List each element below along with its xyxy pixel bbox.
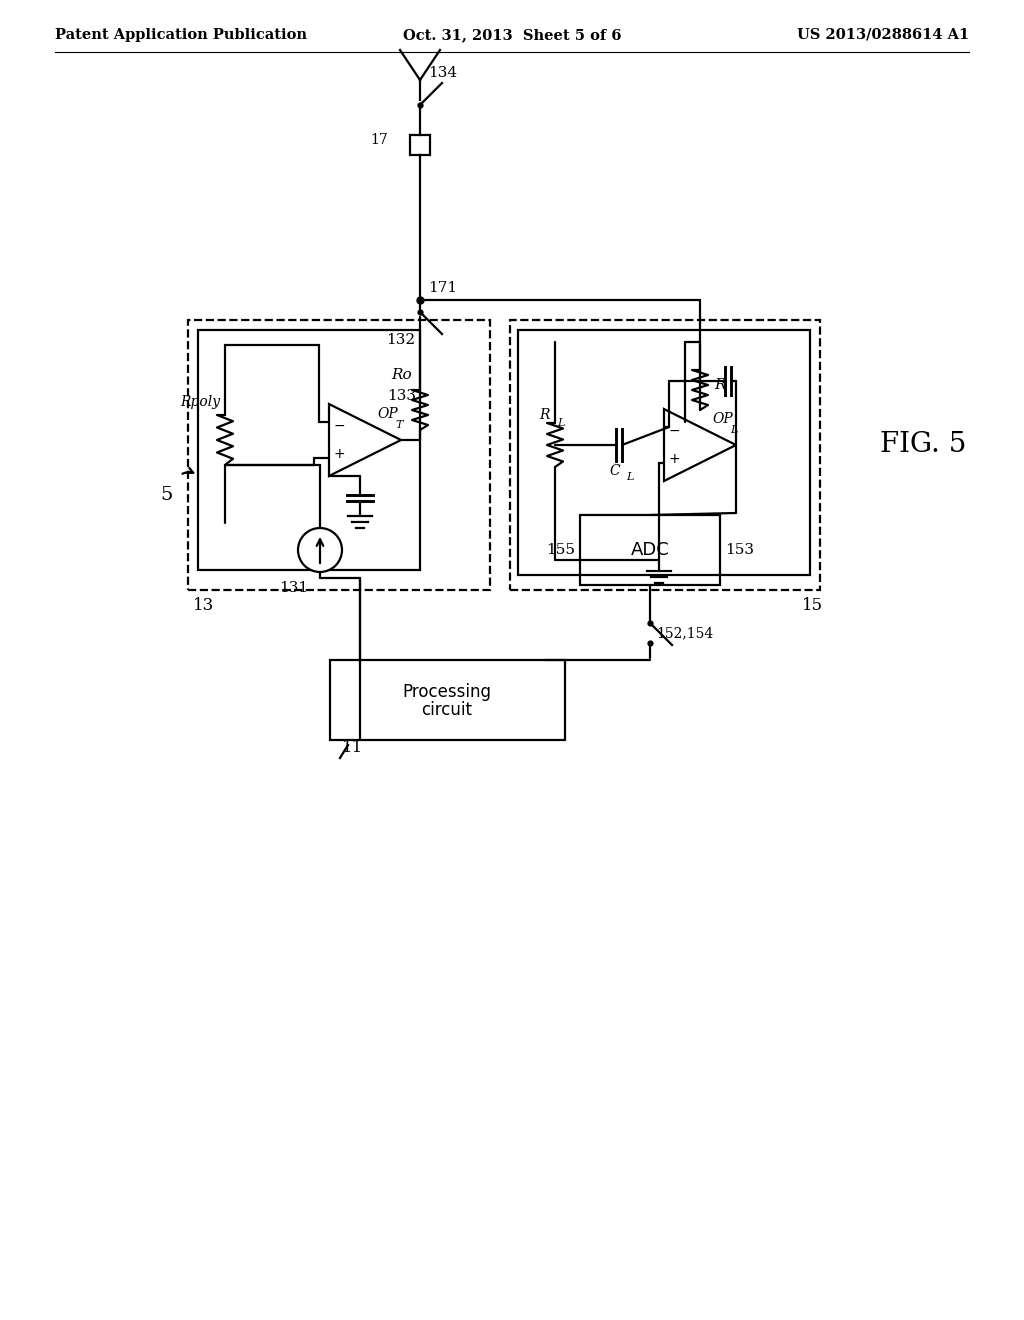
Text: Processing: Processing	[402, 682, 492, 701]
Text: 132: 132	[386, 333, 415, 347]
Text: Ro: Ro	[391, 368, 412, 381]
Text: T: T	[395, 420, 402, 430]
Bar	[580, 515, 720, 585]
Text: Oct. 31, 2013  Sheet 5 of 6: Oct. 31, 2013 Sheet 5 of 6	[402, 28, 622, 42]
Text: −: −	[333, 418, 345, 433]
Text: 11: 11	[342, 739, 364, 756]
Text: ADC: ADC	[631, 541, 670, 558]
Text: L: L	[557, 418, 564, 428]
Text: FIG. 5: FIG. 5	[880, 432, 967, 458]
Bar	[510, 319, 820, 590]
Text: 153: 153	[725, 543, 754, 557]
Text: 13: 13	[193, 598, 214, 615]
Text: US 2013/0288614 A1: US 2013/0288614 A1	[797, 28, 969, 42]
Bar	[198, 330, 420, 570]
Text: C: C	[609, 465, 621, 478]
Text: 152,154: 152,154	[656, 626, 714, 640]
Circle shape	[298, 528, 342, 572]
Text: 15: 15	[802, 598, 823, 615]
Bar	[410, 135, 430, 154]
Polygon shape	[664, 409, 736, 480]
Text: OP: OP	[712, 412, 733, 426]
Text: −: −	[669, 424, 680, 438]
Text: OP: OP	[377, 407, 397, 421]
Bar	[518, 330, 810, 576]
Polygon shape	[329, 404, 401, 477]
Text: 171: 171	[428, 281, 457, 294]
Text: 155: 155	[546, 543, 575, 557]
Text: 131: 131	[279, 581, 308, 595]
Bar	[188, 319, 490, 590]
Bar	[330, 660, 565, 741]
Text: Rpoly: Rpoly	[180, 395, 220, 409]
Text: L: L	[730, 425, 737, 436]
Text: R: R	[714, 378, 725, 392]
Text: circuit: circuit	[422, 701, 472, 719]
Text: 17: 17	[371, 133, 388, 147]
Text: R: R	[540, 408, 550, 422]
Text: 133: 133	[387, 389, 416, 403]
Text: L: L	[626, 473, 634, 482]
Text: +: +	[669, 453, 680, 466]
Text: +: +	[333, 447, 345, 462]
Text: 134: 134	[428, 66, 457, 81]
Text: 5: 5	[160, 486, 172, 504]
Text: Patent Application Publication: Patent Application Publication	[55, 28, 307, 42]
